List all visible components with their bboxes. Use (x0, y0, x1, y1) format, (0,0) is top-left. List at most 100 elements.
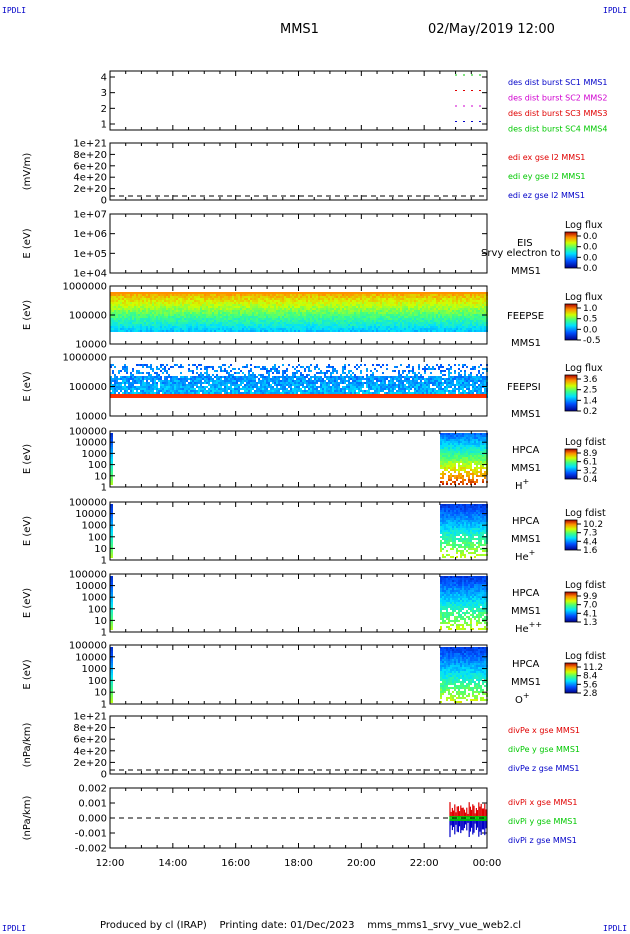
panel-divpi: 0.002 0.001 0.000 -0.001 -0.002 (nPa/km) divPi… (22, 784, 577, 855)
legend-entry: divPi z gse MMS1 (508, 836, 577, 845)
y-tick-label: 10 (94, 471, 107, 482)
y-tick-label: 4 (101, 73, 107, 84)
y-tick-label: 2e+20 (73, 184, 107, 195)
y-tick-label: 1e+04 (73, 269, 107, 280)
colorbar-tick-label: 1.0 (583, 304, 598, 314)
y-tick-label: 1e+06 (73, 229, 107, 240)
panel-burst: 4 3 2 1 des dist burst SC1 MMS1 des dist burs… (101, 70, 607, 134)
colorbar (564, 374, 578, 412)
panel-eis: 1e+07 1e+06 1e+05 1e+04 E (eV) EIS MMS1 Srvy el… (22, 210, 603, 280)
corner-label-tr: IPDLI (603, 6, 628, 15)
panel-frame (109, 70, 488, 131)
feepsi-red-band (110, 394, 487, 398)
y-tick-label: 1 (101, 628, 107, 639)
colorbar-tick-label: 1.3 (583, 618, 597, 628)
y-tick-label: 1 (101, 483, 107, 494)
colorbar (564, 303, 578, 341)
colorbar-tick-label: 7.0 (583, 601, 598, 611)
legend-entry: edi ex gse l2 MMS1 (508, 153, 585, 162)
x-tick-label: 22:00 (410, 858, 439, 869)
legend-entry: divPe x gse MMS1 (508, 726, 580, 735)
y-tick-label: 10000 (75, 581, 107, 592)
species-label: H+ (515, 477, 529, 492)
colorbar (564, 519, 578, 551)
y-tick-label: 1000000 (62, 353, 107, 364)
instrument-label: HPCA (512, 588, 540, 599)
y-axis-label: E (eV) (22, 444, 33, 474)
panel-frame (109, 213, 488, 274)
panel-frame (109, 715, 488, 775)
colorbar-tick-label: 1.6 (583, 546, 598, 556)
legend-entry: des dist burst SC2 MMS2 (508, 94, 607, 103)
panel-frame (109, 142, 488, 201)
colorbar-tick-label: 0.2 (583, 407, 597, 417)
y-tick-label: 100 (88, 532, 107, 543)
instrument-label: MMS1 (511, 606, 541, 617)
y-axis-label: E (eV) (22, 300, 33, 330)
x-tick-label: 14:00 (158, 858, 187, 869)
colorbar-title: Log fdist (565, 437, 606, 448)
colorbar-tick-label: 4.1 (583, 609, 597, 619)
y-tick-label: 0.002 (78, 784, 107, 795)
colorbar-tick-label: 9.9 (583, 592, 598, 602)
y-tick-label: 10 (94, 688, 107, 699)
x-tick-label: 16:00 (221, 858, 250, 869)
instrument-label: HPCA (512, 659, 540, 670)
species-label: He++ (515, 620, 542, 635)
y-tick-label: 1000 (82, 449, 107, 460)
overlay-label: Srvy electron to (481, 248, 561, 259)
colorbar-title: Log flux (565, 220, 603, 231)
y-tick-label: 0.001 (78, 799, 107, 810)
y-tick-label: 1000000 (62, 282, 107, 293)
instrument-label: FEEPSE (507, 311, 544, 322)
species-label: He+ (515, 548, 535, 563)
y-tick-label: 8e+20 (73, 723, 107, 734)
instrument-label: MMS1 (511, 677, 541, 688)
colorbar-tick-label: 3.2 (583, 466, 597, 476)
y-tick-label: -0.001 (75, 829, 107, 840)
y-tick-label: 10 (94, 616, 107, 627)
instrument-label: HPCA (512, 445, 540, 456)
panel-feepse: 1000000 100000 10000 E (eV) FEEPSE MMS1 Log fl… (22, 282, 603, 351)
y-axis-label: E (eV) (22, 659, 33, 689)
colorbar-title: Log fdist (565, 580, 606, 591)
y-tick-label: 1e+21 (73, 139, 107, 150)
colorbar-tick-label: 0.0 (583, 264, 598, 274)
date-time-title: 02/May/2019 12:00 (428, 22, 555, 37)
y-tick-label: 1e+21 (73, 712, 107, 723)
y-tick-label: 3 (101, 88, 107, 99)
y-tick-label: 0 (101, 770, 107, 781)
y-axis-label: E (eV) (22, 228, 33, 258)
panel-frame (109, 644, 488, 705)
y-tick-label: 6e+20 (73, 735, 107, 746)
y-tick-label: 10000 (75, 509, 107, 520)
y-tick-label: 0 (101, 196, 107, 207)
y-tick-label: 10000 (75, 412, 107, 423)
instrument-label: MMS1 (511, 409, 541, 420)
y-tick-label: 2 (101, 104, 107, 115)
y-tick-label: 1000 (82, 664, 107, 675)
feepse-top-band (110, 292, 487, 294)
y-tick-label: 10000 (75, 438, 107, 449)
y-tick-label: 0.000 (78, 814, 107, 825)
colorbar-tick-label: 11.2 (583, 663, 603, 673)
colorbar (564, 231, 578, 269)
colorbar-tick-label: 7.3 (583, 529, 597, 539)
colorbar-tick-label: 3.6 (583, 375, 598, 385)
x-tick-label: 00:00 (473, 858, 502, 869)
colorbar-tick-label: 8.9 (583, 449, 598, 459)
y-tick-label: 2e+20 (73, 758, 107, 769)
instrument-label: FEEPSI (507, 382, 541, 393)
colorbar-tick-label: 0.0 (583, 325, 598, 335)
corner-label-tl: IPDLI (2, 6, 27, 15)
colorbar-title: Log fdist (565, 508, 606, 519)
legend-entry: edi ey gse l2 MMS1 (508, 172, 586, 181)
legend-entry: edi ez gse l2 MMS1 (508, 191, 585, 200)
instrument-label: HPCA (512, 516, 540, 527)
y-tick-label: 6e+20 (73, 161, 107, 172)
panel-frame (109, 573, 488, 633)
species-label: O+ (515, 691, 530, 706)
